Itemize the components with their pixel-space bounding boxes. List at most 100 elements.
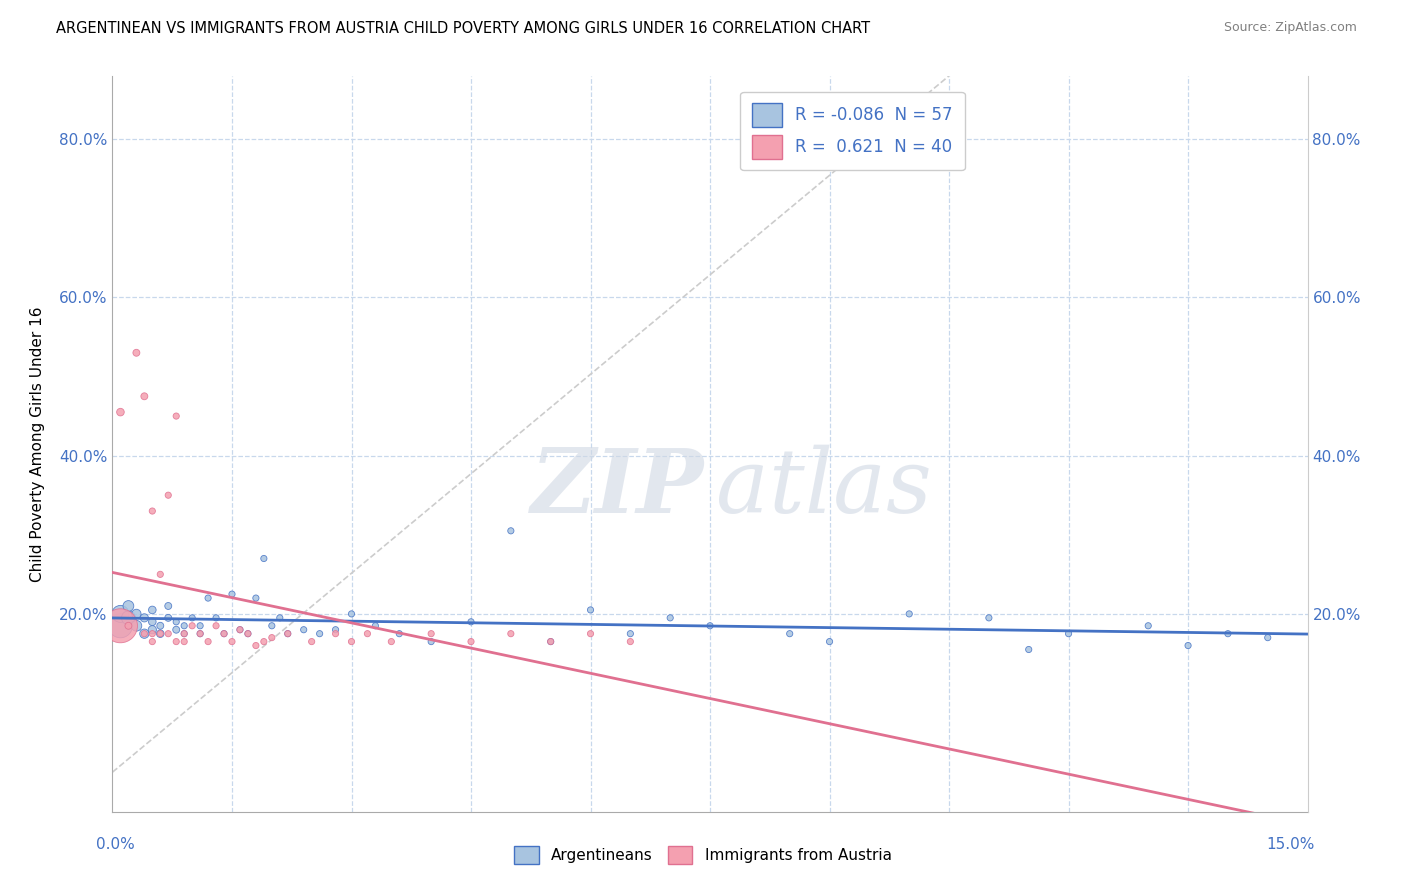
Point [388, 626, 411, 640]
Point [229, 623, 252, 637]
Point [579, 603, 602, 617]
Point [149, 619, 172, 633]
Point [157, 599, 180, 613]
Point [141, 615, 163, 629]
Point [125, 607, 148, 621]
Legend: Argentineans, Immigrants from Austria: Argentineans, Immigrants from Austria [508, 840, 898, 870]
Point [188, 626, 211, 640]
Point [110, 607, 132, 621]
Text: atlas: atlas [716, 444, 932, 532]
Point [499, 524, 522, 538]
Point [301, 634, 323, 648]
Point [540, 634, 562, 648]
Point [380, 634, 402, 648]
Point [1177, 639, 1199, 653]
Point [212, 626, 235, 640]
Point [212, 626, 235, 640]
Point [277, 626, 299, 640]
Point [659, 611, 682, 625]
Point [308, 626, 330, 640]
Point [229, 623, 252, 637]
Point [157, 626, 180, 640]
Point [1137, 619, 1160, 633]
Point [125, 345, 148, 359]
Point [141, 623, 163, 637]
Point [540, 634, 562, 648]
Point [110, 619, 132, 633]
Point [460, 634, 482, 648]
Point [1216, 626, 1239, 640]
Point [173, 619, 195, 633]
Point [260, 631, 283, 645]
Point [205, 619, 228, 633]
Point [292, 623, 315, 637]
Point [165, 409, 187, 423]
Point [141, 504, 163, 518]
Point [173, 626, 195, 640]
Point [277, 626, 299, 640]
Point [157, 488, 180, 502]
Point [134, 626, 156, 640]
Point [699, 619, 721, 633]
Point [134, 611, 156, 625]
Point [149, 626, 172, 640]
Legend: R = -0.086  N = 57, R =  0.621  N = 40: R = -0.086 N = 57, R = 0.621 N = 40 [741, 92, 965, 170]
Point [165, 615, 187, 629]
Point [779, 626, 801, 640]
Point [236, 626, 259, 640]
Text: 0.0%: 0.0% [96, 838, 135, 852]
Point [134, 389, 156, 403]
Point [157, 611, 180, 625]
Point [188, 619, 211, 633]
Point [197, 591, 219, 605]
Point [325, 626, 347, 640]
Point [253, 551, 276, 566]
Text: 15.0%: 15.0% [1267, 838, 1315, 852]
Point [420, 626, 443, 640]
Point [325, 623, 347, 637]
Point [269, 611, 291, 625]
Point [141, 634, 163, 648]
Point [197, 634, 219, 648]
Point [579, 626, 602, 640]
Point [356, 626, 378, 640]
Point [619, 626, 641, 640]
Point [499, 626, 522, 640]
Point [340, 634, 363, 648]
Point [245, 639, 267, 653]
Point [977, 611, 1000, 625]
Point [205, 611, 228, 625]
Point [149, 567, 172, 582]
Point [173, 634, 195, 648]
Point [460, 615, 482, 629]
Point [134, 626, 156, 640]
Point [1057, 626, 1080, 640]
Point [619, 634, 641, 648]
Point [141, 626, 163, 640]
Point [245, 591, 267, 605]
Point [898, 607, 921, 621]
Text: Source: ZipAtlas.com: Source: ZipAtlas.com [1223, 21, 1357, 35]
Point [181, 611, 204, 625]
Point [221, 634, 243, 648]
Point [420, 634, 443, 648]
Point [110, 619, 132, 633]
Point [253, 634, 276, 648]
Point [340, 607, 363, 621]
Point [117, 599, 139, 613]
Point [110, 405, 132, 419]
Y-axis label: Child Poverty Among Girls Under 16: Child Poverty Among Girls Under 16 [31, 306, 45, 582]
Point [818, 634, 841, 648]
Point [117, 611, 139, 625]
Point [125, 619, 148, 633]
Point [260, 619, 283, 633]
Point [141, 603, 163, 617]
Point [117, 619, 139, 633]
Text: ARGENTINEAN VS IMMIGRANTS FROM AUSTRIA CHILD POVERTY AMONG GIRLS UNDER 16 CORREL: ARGENTINEAN VS IMMIGRANTS FROM AUSTRIA C… [56, 21, 870, 37]
Point [181, 619, 204, 633]
Point [165, 623, 187, 637]
Point [236, 626, 259, 640]
Point [364, 619, 387, 633]
Point [188, 626, 211, 640]
Point [1257, 631, 1279, 645]
